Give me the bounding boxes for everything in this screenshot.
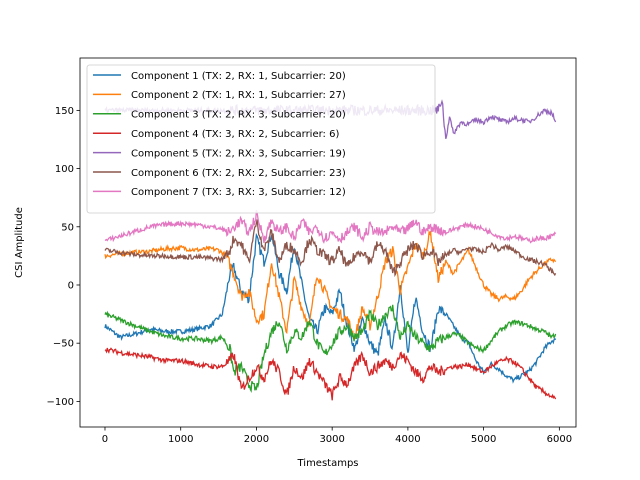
plot-frame	[79, 57, 577, 428]
y-tick-label: 0	[68, 280, 74, 291]
series-line-7	[104, 209, 557, 244]
x-tick-label: 1000	[168, 434, 193, 445]
x-tick-label: 3000	[319, 434, 344, 445]
x-tick-label: 2000	[244, 434, 269, 445]
y-axis: −100 −50 0 50 100 150	[47, 106, 80, 408]
series-line-1	[104, 232, 557, 384]
legend-label-7: Component 7 (TX: 3, RX: 3, Subcarrier: 1…	[131, 187, 346, 198]
x-axis-label: Timestamps	[296, 458, 358, 469]
x-tick-label: 6000	[547, 434, 572, 445]
y-tick-label: 150	[55, 106, 74, 117]
x-axis: 0 1000 2000 3000 4000 5000 6000	[102, 427, 572, 445]
x-tick-label: 5000	[471, 434, 496, 445]
legend-label-3: Component 3 (TX: 2, RX: 3, Subcarrier: 2…	[131, 110, 346, 121]
legend-box	[86, 64, 436, 214]
y-tick-label: 100	[55, 164, 74, 175]
legend-label-6: Component 6 (TX: 2, RX: 2, Subcarrier: 2…	[131, 168, 346, 179]
y-tick-label: 50	[61, 222, 74, 233]
series-line-6	[104, 219, 557, 278]
x-tick-label: 0	[102, 434, 108, 445]
legend-label-4: Component 4 (TX: 3, RX: 2, Subcarrier: 6…	[131, 129, 339, 140]
y-tick-label: −50	[53, 339, 74, 350]
series-line-3	[104, 304, 557, 394]
legend-label-5: Component 5 (TX: 2, RX: 3, Subcarrier: 1…	[131, 148, 346, 159]
y-tick-label: −100	[47, 397, 74, 408]
y-axis-label: CSI Amplitude	[14, 207, 25, 278]
legend: Component 1 (TX: 2, RX: 1, Subcarrier: 2…	[86, 64, 436, 214]
series-line-2	[104, 229, 557, 340]
series-line-4	[104, 347, 557, 401]
legend-label-1: Component 1 (TX: 2, RX: 1, Subcarrier: 2…	[131, 71, 346, 82]
legend-label-2: Component 2 (TX: 1, RX: 1, Subcarrier: 2…	[131, 90, 346, 101]
x-tick-label: 4000	[395, 434, 420, 445]
